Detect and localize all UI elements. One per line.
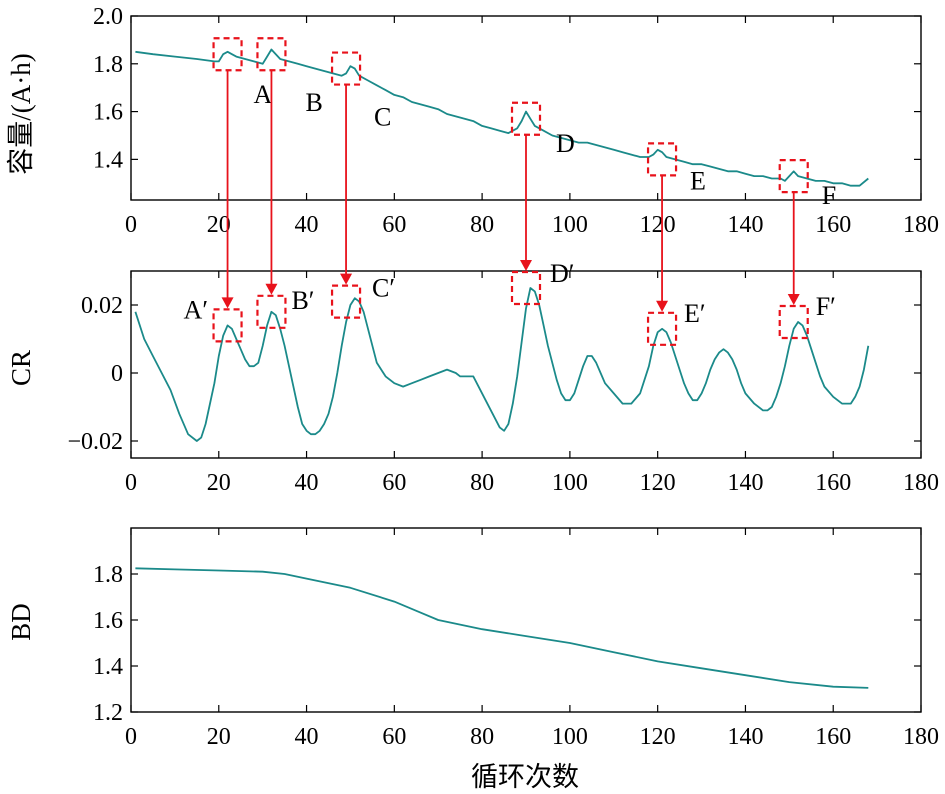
highlight-box [778,159,809,194]
y-tick-label: 1.4 [93,654,123,680]
series-line [135,48,869,187]
y-tick-label: 1.6 [93,608,123,634]
highlight-box [510,101,542,136]
marker-label: B [305,88,322,117]
x-tick-label: 160 [815,724,851,750]
y-tick-label: 1.8 [93,562,123,588]
marker-label: F [822,181,836,210]
cr-axis-title: CR [6,350,36,386]
arrow-head [221,297,234,309]
y-tick-label: 0.02 [81,293,123,319]
peak-connectors [221,70,800,312]
marker-label: F′ [816,292,836,321]
highlight-box [778,304,809,340]
x-tick-label: 100 [552,470,588,496]
plot-frame [130,270,922,459]
x-tick-label: 60 [382,212,406,238]
marker-label: E [690,166,706,195]
highlight-box [646,311,678,346]
plot-frame [130,527,922,713]
x-tick-label: 0 [125,724,137,750]
x-tick-label: 140 [727,724,763,750]
arrow-head [340,273,353,285]
capacity-axis-title: 容量/(A·h) [6,53,36,174]
x-tick-label: 20 [207,470,231,496]
x-tick-label: 120 [640,212,676,238]
x-axis-title: 循环次数 [471,762,579,792]
highlight-box [510,270,542,306]
x-tick-label: 180 [903,212,939,238]
marker-label: C [374,103,391,132]
x-tick-label: 120 [640,724,676,750]
x-tick-label: 80 [470,470,494,496]
y-tick-label: −0.02 [67,429,123,455]
series-line [135,567,869,689]
y-tick-label: 2.0 [93,4,123,30]
x-tick-label: 40 [295,724,319,750]
y-tick-label: 1.6 [93,100,123,126]
marker-label: A′ [184,295,208,324]
highlight-box [256,294,287,329]
highlight-box [330,51,362,86]
x-tick-label: 40 [295,212,319,238]
x-tick-label: 140 [727,212,763,238]
x-tick-label: 20 [207,724,231,750]
highlight-box [212,37,243,72]
x-tick-label: 180 [903,724,939,750]
x-tick-label: 80 [470,724,494,750]
y-tick-label: 1.4 [93,147,123,173]
bd-panel: 0 20 40 60 80 100 120 140 160 180 1.2 1.4 1.6 1.8 [93,527,939,750]
y-tick-label: 0 [111,361,123,387]
x-tick-label: 100 [552,212,588,238]
x-tick-label: 60 [382,724,406,750]
x-tick-label: 60 [382,470,406,496]
highlight-box [256,37,287,72]
x-tick-label: 120 [640,470,676,496]
highlight-box [212,308,243,343]
marker-label: D′ [550,259,574,288]
marker-label: C′ [372,274,395,303]
x-tick-label: 0 [125,212,137,238]
x-tick-label: 40 [295,470,319,496]
x-tick-label: 100 [552,724,588,750]
x-tick-label: 180 [903,470,939,496]
arrow-head [787,294,800,305]
marker-label: D [556,129,575,158]
y-tick-label: 1.8 [93,52,123,78]
arrow-head [656,300,669,312]
x-tick-label: 140 [727,470,763,496]
x-tick-label: 0 [125,470,137,496]
highlight-box [330,284,362,319]
arrow-head [520,260,532,271]
marker-label: B′ [291,286,314,315]
marker-label: A [254,80,273,109]
y-tick-label: 1.2 [93,700,123,726]
x-tick-label: 80 [470,212,494,238]
marker-label: E′ [684,299,706,328]
x-tick-label: 160 [815,212,851,238]
series-line [134,287,870,442]
x-tick-label: 160 [815,470,851,496]
bd-axis-title: BD [6,603,36,641]
arrow-head [265,283,278,295]
